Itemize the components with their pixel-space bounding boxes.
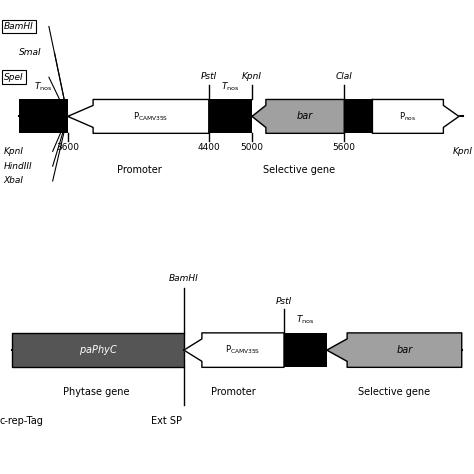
Text: bar: bar bbox=[297, 111, 313, 121]
Bar bbox=[284, 333, 327, 367]
Text: Selective gene: Selective gene bbox=[358, 387, 430, 397]
Polygon shape bbox=[68, 105, 93, 128]
Text: Ext SP: Ext SP bbox=[151, 416, 182, 426]
Text: KpnI: KpnI bbox=[453, 147, 473, 156]
Bar bbox=[209, 100, 252, 133]
Text: BamHI: BamHI bbox=[169, 274, 199, 283]
Text: HindIII: HindIII bbox=[4, 162, 32, 171]
Text: 4400: 4400 bbox=[197, 143, 220, 152]
Bar bbox=[347, 333, 462, 367]
Text: Promoter: Promoter bbox=[117, 165, 162, 175]
Text: SpeI: SpeI bbox=[4, 73, 23, 82]
Polygon shape bbox=[252, 105, 266, 128]
Text: T$_{\rm nos}$: T$_{\rm nos}$ bbox=[34, 81, 53, 93]
Text: T$_{\rm nos}$: T$_{\rm nos}$ bbox=[221, 81, 240, 93]
Bar bbox=[93, 100, 209, 133]
Text: T$_{\rm nos}$: T$_{\rm nos}$ bbox=[296, 314, 315, 327]
Polygon shape bbox=[327, 339, 347, 361]
Bar bbox=[344, 100, 373, 133]
Text: KpnI: KpnI bbox=[4, 147, 24, 156]
Text: c-rep-Tag: c-rep-Tag bbox=[0, 416, 44, 426]
Text: PstI: PstI bbox=[276, 297, 292, 306]
Text: PstI: PstI bbox=[201, 73, 217, 82]
Text: (b): (b) bbox=[227, 114, 247, 128]
Text: Promoter: Promoter bbox=[210, 387, 255, 397]
Bar bbox=[373, 100, 443, 133]
Text: KpnI: KpnI bbox=[242, 73, 262, 82]
Bar bbox=[202, 333, 284, 367]
Text: bar: bar bbox=[396, 345, 412, 355]
Polygon shape bbox=[184, 339, 202, 361]
Text: 5000: 5000 bbox=[240, 143, 264, 152]
Bar bbox=[12, 333, 184, 367]
Polygon shape bbox=[443, 105, 459, 128]
Text: SmaI: SmaI bbox=[19, 48, 41, 57]
Text: 5600: 5600 bbox=[333, 143, 356, 152]
Bar bbox=[19, 100, 68, 133]
Text: BamHI: BamHI bbox=[4, 22, 34, 31]
Text: P$_{\rm CAMV35S}$: P$_{\rm CAMV35S}$ bbox=[225, 344, 261, 356]
Text: $pa$PhyC: $pa$PhyC bbox=[79, 343, 118, 357]
Text: P$_{\rm CAMV35S}$: P$_{\rm CAMV35S}$ bbox=[133, 110, 169, 123]
Text: Selective gene: Selective gene bbox=[263, 165, 335, 175]
Bar bbox=[266, 100, 344, 133]
Text: Phytase gene: Phytase gene bbox=[63, 387, 129, 397]
Text: ClaI: ClaI bbox=[336, 73, 353, 82]
Text: 3600: 3600 bbox=[56, 143, 79, 152]
Text: P$_{\rm nos}$: P$_{\rm nos}$ bbox=[399, 110, 417, 123]
Text: XbaI: XbaI bbox=[4, 176, 24, 185]
